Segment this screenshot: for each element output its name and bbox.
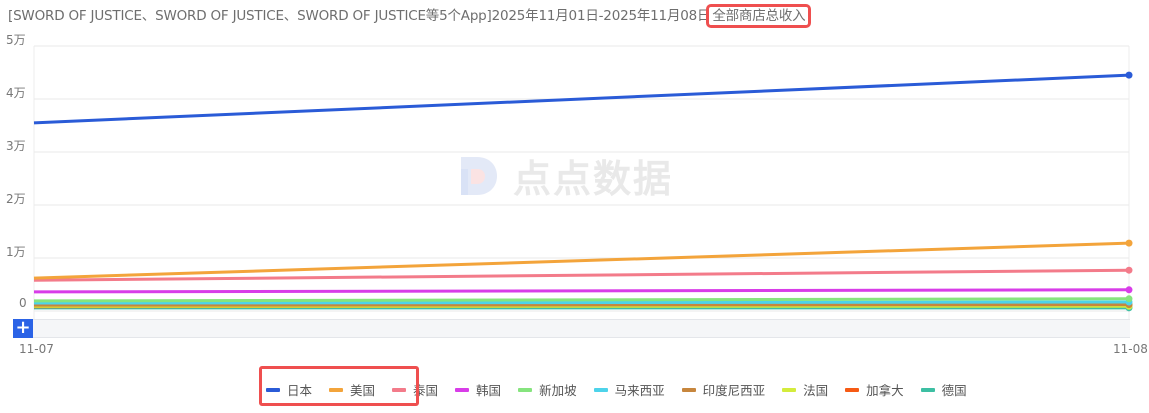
data-point[interactable] (1125, 71, 1133, 79)
series-line[interactable] (33, 268, 1130, 282)
legend-swatch-icon (455, 387, 470, 392)
data-point[interactable] (1125, 266, 1133, 274)
data-point[interactable] (1125, 295, 1133, 303)
legend-item-singapore[interactable]: 新加坡 (518, 380, 577, 399)
data-zoom-slider[interactable] (33, 319, 1130, 338)
data-point[interactable] (1125, 286, 1133, 294)
legend-swatch-icon (392, 387, 407, 392)
legend-highlight-box (259, 366, 419, 406)
legend-swatch-icon (329, 387, 344, 392)
legend-item-canada[interactable]: 加拿大 (845, 380, 904, 399)
series-line[interactable] (33, 297, 1130, 303)
y-tick-label: 2万 (6, 192, 26, 206)
chart-legend: 日本 美国 泰国 韩国 新加坡 马来西亚 印度尼西亚 法国 加拿大 德国 (266, 380, 984, 399)
y-tick-label: 1万 (6, 245, 26, 259)
legend-item-germany[interactable]: 德国 (920, 380, 967, 399)
data-point[interactable] (1125, 239, 1133, 247)
series-line[interactable] (33, 73, 1130, 125)
x-tick-label: 11-08 (1113, 342, 1148, 356)
y-tick-label: 4万 (6, 86, 26, 100)
chart-title-apps-dates: [SWORD OF JUSTICE、SWORD OF JUSTICE、SWORD… (8, 8, 711, 24)
legend-swatch-icon (266, 387, 280, 392)
legend-item-indonesia[interactable]: 印度尼西亚 (681, 380, 765, 399)
legend-swatch-icon (920, 387, 935, 392)
legend-swatch-icon (681, 387, 696, 392)
y-tick-label: 3万 (6, 139, 26, 153)
legend-swatch-icon (593, 387, 608, 392)
x-tick-label: 11-07 (19, 342, 54, 356)
chart-title-metric: 全部商店总收入 (706, 4, 812, 28)
y-tick-label: 5万 (6, 33, 26, 47)
y-tick-label: 0 (19, 296, 27, 310)
series-line[interactable] (33, 300, 1130, 305)
legend-swatch-icon (845, 387, 860, 392)
legend-swatch-icon (518, 387, 533, 392)
expand-zoom-button[interactable]: + (13, 319, 33, 338)
legend-item-france[interactable]: 法国 (782, 380, 828, 399)
legend-item-malaysia[interactable]: 马来西亚 (593, 380, 665, 399)
series-line[interactable] (33, 303, 1130, 307)
watermark-text: 点点数据 (513, 157, 674, 201)
series-line[interactable] (33, 241, 1130, 280)
legend-item-korea[interactable]: 韩国 (455, 380, 501, 399)
legend-item-japan[interactable]: 日本 (266, 380, 312, 399)
legend-swatch-icon (782, 387, 797, 392)
watermark-logo-icon (455, 151, 499, 201)
series-line[interactable] (33, 288, 1130, 294)
watermark: 点点数据 (455, 148, 673, 203)
legend-item-usa[interactable]: 美国 (329, 380, 375, 399)
legend-item-thailand[interactable]: 泰国 (392, 380, 438, 399)
chart-title: [SWORD OF JUSTICE、SWORD OF JUSTICE、SWORD… (8, 4, 812, 28)
